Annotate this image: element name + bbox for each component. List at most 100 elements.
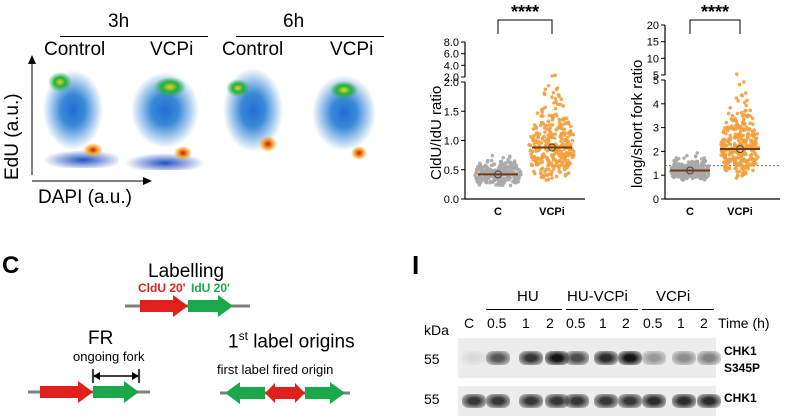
data-point	[504, 164, 509, 169]
lane-label: 0.5	[487, 315, 507, 331]
data-point	[729, 124, 734, 129]
flow-x-axis-arrow	[143, 177, 152, 185]
data-point	[741, 117, 746, 121]
blot-band	[519, 394, 543, 408]
data-point	[541, 173, 546, 178]
data-point	[735, 111, 740, 116]
data-point	[538, 170, 543, 175]
data-point	[739, 93, 744, 97]
blot-band	[672, 394, 696, 408]
data-point	[551, 91, 556, 95]
mean-marker	[736, 145, 744, 154]
data-point	[726, 161, 730, 166]
data-point	[752, 158, 757, 163]
data-point	[506, 157, 510, 162]
data-point	[750, 116, 755, 121]
group-label-hu-vcpi: HU-VCPi	[567, 288, 628, 305]
origins-title: 1st label origins	[228, 330, 355, 351]
data-point	[754, 136, 759, 141]
data-point	[536, 156, 540, 160]
data-point	[546, 137, 550, 141]
blot-band	[462, 394, 486, 408]
data-point	[558, 170, 562, 174]
data-point	[735, 173, 740, 177]
data-point	[505, 168, 509, 172]
data-point	[501, 156, 505, 160]
data-point	[533, 138, 538, 143]
data-point	[564, 151, 569, 155]
data-point	[510, 179, 515, 184]
blot-chk1	[458, 386, 721, 416]
data-point	[551, 116, 555, 120]
data-point	[545, 157, 549, 161]
lane-label: 1	[677, 315, 685, 331]
blot-band	[697, 394, 721, 408]
flow-group-line-6h	[236, 36, 384, 37]
data-point	[508, 183, 513, 188]
data-point	[555, 149, 560, 153]
data-point	[494, 183, 498, 187]
data-point	[540, 155, 544, 160]
data-point	[553, 97, 558, 101]
data-point	[727, 166, 732, 171]
y-tick-label: 2	[653, 146, 659, 158]
data-point	[723, 126, 727, 130]
blot-band	[486, 351, 510, 365]
data-point	[685, 153, 689, 158]
data-point	[735, 122, 740, 127]
data-point	[685, 176, 689, 181]
data-point	[735, 163, 740, 167]
data-point	[564, 172, 569, 177]
data-point	[745, 114, 749, 119]
data-point	[562, 127, 567, 132]
data-point	[732, 142, 737, 146]
data-point	[518, 170, 523, 174]
data-point	[492, 178, 496, 183]
panel-c-letter: C	[2, 252, 20, 279]
category-label: C	[494, 206, 502, 218]
data-point	[535, 111, 540, 115]
data-point	[514, 163, 519, 168]
data-point	[473, 173, 477, 178]
data-point	[559, 132, 564, 137]
lane-label: 0.5	[643, 315, 663, 331]
data-point	[728, 106, 732, 110]
data-point	[489, 168, 494, 173]
blot-band	[594, 394, 618, 408]
data-point	[721, 160, 726, 164]
y-tick-label: 1.5	[444, 106, 459, 118]
data-point	[550, 123, 555, 127]
data-point	[742, 172, 746, 177]
y-tick-label: 0.0	[444, 194, 459, 206]
data-point	[748, 162, 753, 167]
flow-condition-control-3h: Control	[44, 39, 106, 60]
data-point	[751, 168, 755, 173]
data-point	[730, 113, 735, 118]
significance-stars: ****	[511, 2, 539, 22]
cldu-idu-y-label: CldU/IdU ratio	[428, 85, 445, 180]
data-point	[556, 151, 561, 156]
flow-x-axis-label: DAPI (a.u.)	[38, 187, 132, 208]
data-point	[490, 153, 495, 158]
data-point	[570, 138, 575, 143]
group-line-hu-vcpi	[566, 309, 638, 310]
fr-track	[28, 369, 150, 403]
mean-marker	[548, 143, 556, 152]
y-tick-label: 8.0	[444, 37, 459, 49]
data-point	[533, 159, 538, 164]
data-point	[746, 131, 751, 136]
data-point	[485, 168, 490, 173]
data-point	[559, 139, 563, 143]
data-point	[739, 160, 743, 164]
data-point	[696, 164, 701, 169]
data-point	[564, 164, 568, 168]
data-point	[552, 136, 557, 140]
data-point	[733, 166, 738, 171]
y-tick-label: 0	[653, 194, 659, 206]
data-point	[555, 164, 559, 168]
data-point	[478, 163, 483, 168]
flow-axes	[28, 55, 152, 185]
y-tick-label: 4	[653, 99, 659, 111]
data-point	[742, 123, 747, 127]
data-point	[741, 138, 746, 142]
